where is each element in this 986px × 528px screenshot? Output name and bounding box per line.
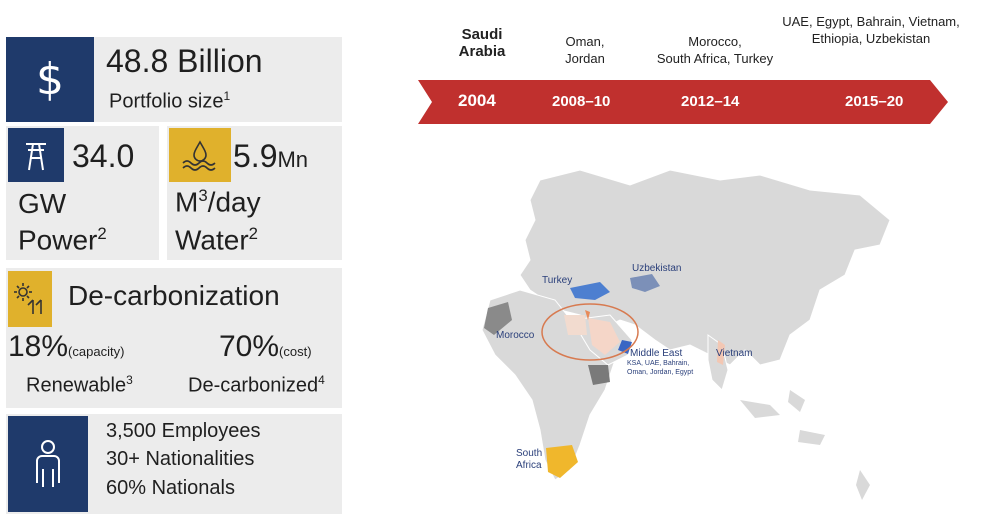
- timeline-year-2004: 2004: [458, 91, 496, 110]
- power-value: 34.0: [72, 138, 135, 174]
- timeline-year-2008: 2008–10: [552, 93, 611, 110]
- map-label-morocco: Morocco: [496, 330, 535, 341]
- people-card: 3,500 Employees 30+ Nationalities 60% Na…: [6, 414, 342, 514]
- map-label-vietnam: Vietnam: [716, 348, 753, 359]
- map-label-africa: Africa: [516, 460, 542, 471]
- nationalities-count: 30+ Nationalities: [106, 448, 255, 470]
- timeline-year-2015: 2015–20: [845, 93, 904, 110]
- employees-count: 3,500 Employees: [106, 420, 261, 442]
- power-label: Power2: [18, 224, 107, 256]
- timeline-countries-2008: Oman, Jordan: [565, 34, 605, 66]
- map-label-middle-east: Middle East: [630, 348, 683, 359]
- solar-wind-icon: [8, 271, 52, 327]
- portfolio-value: 48.8 Billion: [106, 43, 263, 79]
- map-label-middle-east-list1: KSA, UAE, Bahrain,: [627, 360, 690, 367]
- portfolio-card: $ 48.8 Billion Portfolio size1: [6, 37, 342, 122]
- map-label-middle-east-list2: Oman, Jordan, Egypt: [627, 369, 694, 376]
- portfolio-label: Portfolio size1: [109, 89, 231, 113]
- power-pylon-icon: [8, 128, 64, 182]
- map-label-turkey: Turkey: [542, 275, 573, 286]
- decarbonization-card: De-carbonization 18%(capacity) Renewable…: [6, 268, 342, 408]
- timeline-year-2012: 2012–14: [681, 93, 740, 110]
- decarbonized-value: 70%(cost): [219, 330, 312, 363]
- water-value: 5.9Mn: [233, 138, 309, 174]
- power-unit: GW: [18, 188, 67, 219]
- water-label: Water2: [175, 224, 258, 256]
- decarbonization-title: De-carbonization: [68, 280, 280, 311]
- person-icon: [8, 416, 88, 512]
- water-card: 5.9Mn M3/day Water2: [167, 126, 342, 260]
- decarbonized-label: De-carbonized4: [188, 373, 325, 397]
- renewable-label: Renewable3: [26, 373, 133, 397]
- timeline-countries-2012: Morocco, South Africa, Turkey: [656, 34, 774, 66]
- power-card: 34.0 GW Power2: [6, 126, 159, 260]
- timeline-countries-2004: Saudi Arabia: [458, 26, 506, 60]
- timeline-arrow: [418, 80, 948, 124]
- world-map: Turkey Uzbekistan Morocco Middle East KS…: [460, 150, 900, 520]
- timeline-countries-2015: UAE, Egypt, Bahrain, Vietnam, Ethiopia, U…: [782, 14, 960, 46]
- renewable-value: 18%(capacity): [8, 330, 125, 363]
- map-label-south: South: [516, 448, 543, 459]
- nationals-share: 60% Nationals: [106, 477, 235, 499]
- map-label-uzbekistan: Uzbekistan: [632, 263, 682, 274]
- water-unit: M3/day: [175, 186, 261, 218]
- water-drop-icon: [169, 128, 231, 182]
- dollar-icon: $: [6, 37, 94, 122]
